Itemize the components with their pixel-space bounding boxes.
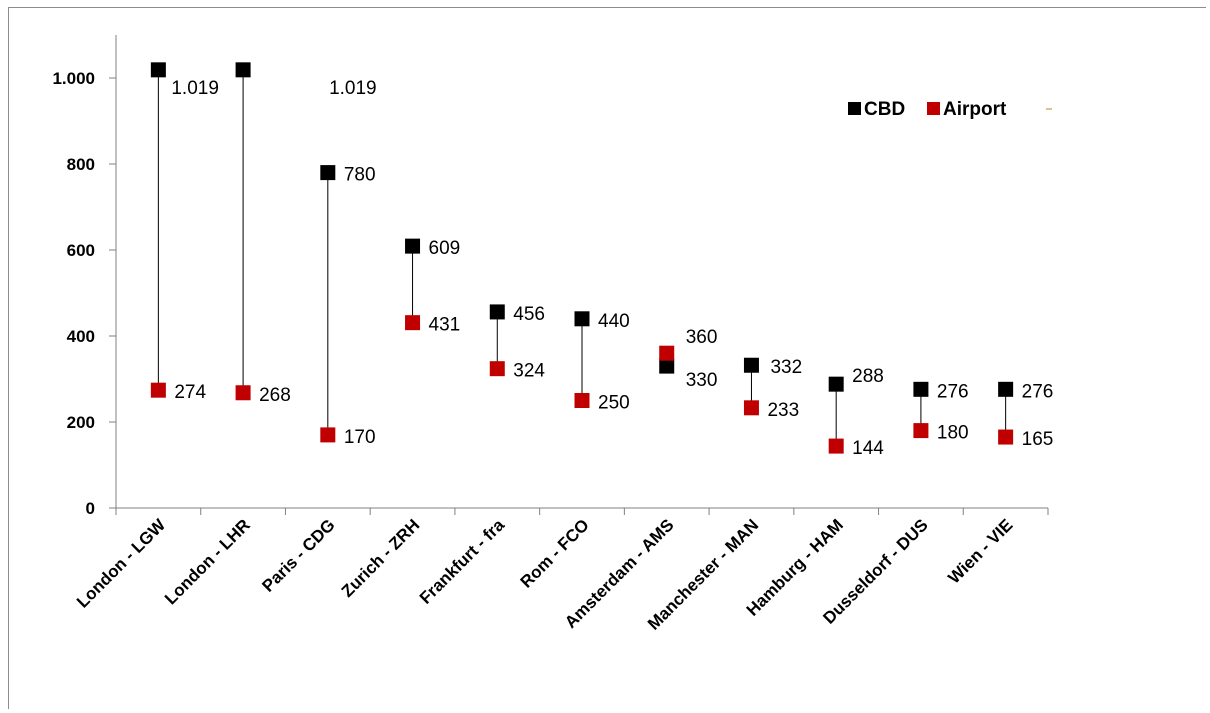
x-category-label: London - LHR [161,515,254,608]
y-tick-label: 0 [86,499,95,518]
legend-cbd-label: CBD [864,99,905,120]
y-tick-label: 400 [67,327,95,346]
airport-data-label: 144 [852,438,884,459]
x-category-label: London - LGW [73,515,170,612]
airport-data-label: 274 [174,382,206,403]
airport-data-label: 250 [598,393,630,414]
airport-data-label: 170 [344,427,376,448]
airport-marker [828,438,844,454]
cbd-data-label: 330 [686,370,718,391]
airport-data-label: 431 [429,315,461,336]
cbd-data-label: 1.019 [171,78,219,99]
cbd-marker [743,357,759,373]
cbd-marker [998,381,1014,397]
x-category-label: Paris - CDG [258,515,338,595]
cbd-marker [150,62,166,78]
y-tick-label: 800 [67,155,95,174]
cbd-data-label: 1.019 [329,78,377,99]
cbd-data-label: 288 [852,366,884,387]
cbd-marker [489,304,505,320]
cbd-marker [235,62,251,78]
cbd-data-label: 276 [937,381,969,402]
cbd-marker [913,381,929,397]
x-category-label: Wien - VIE [944,515,1016,587]
airport-data-label: 360 [686,327,718,348]
y-tick-label: 1.000 [52,69,95,88]
legend-cbd-swatch [848,102,861,115]
airport-data-label: 180 [937,423,969,444]
legend-airport-swatch [927,102,940,115]
airport-data-label: 268 [259,385,291,406]
airport-marker [235,385,251,401]
legend-airport-label: Airport [943,99,1007,120]
cbd-marker [828,376,844,392]
cbd-marker [659,358,675,374]
airport-data-label: 165 [1022,429,1054,450]
cbd-data-label: 609 [429,238,461,259]
chart-area [8,7,1206,709]
y-tick-label: 200 [67,413,95,432]
airport-marker [489,361,505,377]
airport-marker [150,382,166,398]
airport-marker [659,345,675,361]
y-tick-label: 600 [67,241,95,260]
x-category-label: Frankfurt - fra [416,515,509,608]
cbd-data-label: 276 [1022,381,1054,402]
airport-marker [998,429,1014,445]
airport-data-label: 324 [513,361,545,382]
airport-marker [743,400,759,416]
cbd-data-label: 440 [598,311,630,332]
airport-marker [574,393,590,408]
x-category-label: Rom - FCO [517,515,593,591]
cbd-data-label: 780 [344,165,376,186]
cbd-marker [405,238,421,254]
cbd-data-label: 332 [770,357,802,378]
cbd-marker [574,311,590,327]
cbd-data-label: 456 [513,304,545,325]
airport-data-label: 233 [767,400,799,421]
x-category-label: Zurich - ZRH [338,515,424,601]
airport-marker [913,423,929,439]
cbd-marker [320,165,336,181]
airport-marker [405,315,421,331]
airport-marker [320,427,336,443]
